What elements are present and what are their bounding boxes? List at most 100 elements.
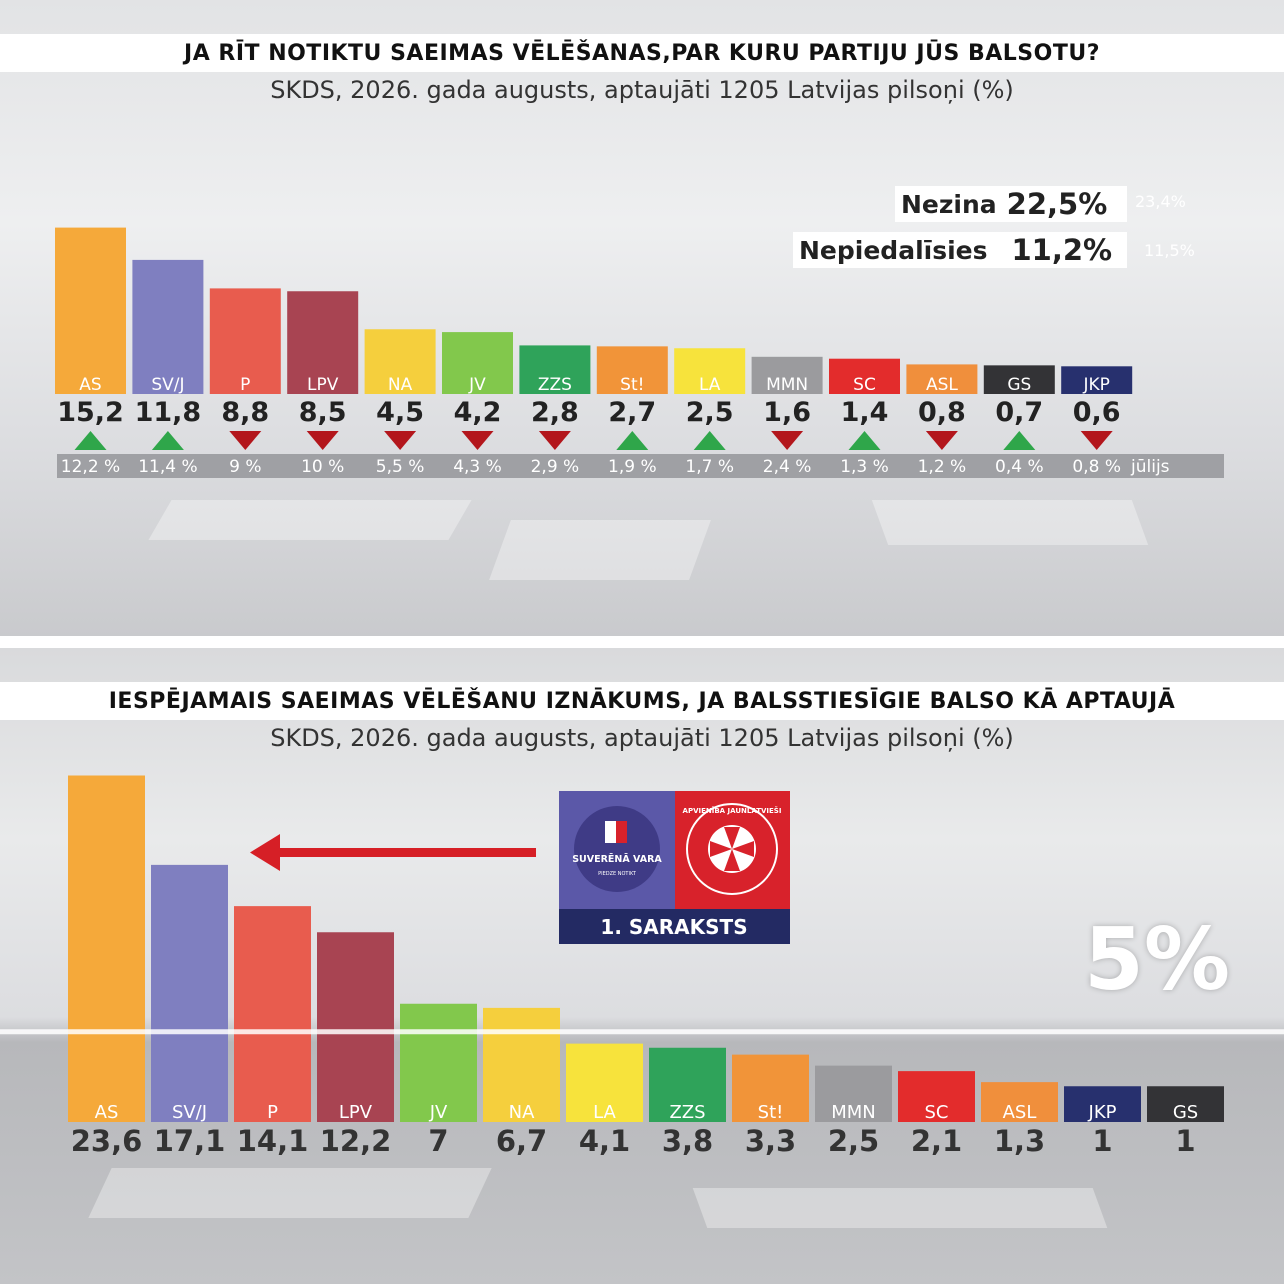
bar-mmn: [815, 1065, 892, 1100]
label-box-sc: [898, 1100, 975, 1122]
label-box-asl: [906, 372, 978, 394]
previous-value-zzs: 2,9 %: [531, 457, 580, 477]
party-label-as: AS: [79, 375, 101, 395]
trend-down-icon: [306, 431, 339, 450]
trend-down-icon: [771, 431, 804, 450]
previous-value-la: 1,7 %: [685, 457, 734, 477]
sovereign-power-logo-subtext: PIEDZE NOTIKT: [598, 871, 637, 877]
party-label-jkp: JKP: [1088, 1102, 1117, 1123]
undecided-value: 22,5%: [1006, 187, 1108, 221]
sovereign-power-logo-text: SUVERĒNĀ VARA: [572, 854, 662, 865]
bar-st: [732, 1054, 809, 1100]
label-box-la: [674, 372, 746, 394]
previous-month-label: jūlijs: [1130, 457, 1170, 477]
label-box-sv-j: [151, 1100, 228, 1122]
previous-value-jkp: 0,8 %: [1072, 457, 1121, 477]
party-label-lpv: LPV: [339, 1102, 373, 1123]
bar-st: [596, 346, 668, 372]
party-label-gs: GS: [1173, 1102, 1198, 1123]
bar-lpv: [317, 932, 394, 1100]
label-box-na: [364, 372, 436, 394]
value-label-sv-j: 17,1: [154, 1124, 226, 1158]
value-label-st: 2,7: [608, 397, 656, 428]
value-label-la: 4,1: [579, 1124, 630, 1158]
party-label-sv-j: SV/J: [172, 1102, 207, 1123]
party-label-p: P: [240, 375, 250, 395]
label-box-p: [209, 372, 281, 394]
party-label-as: AS: [95, 1102, 119, 1123]
nonvoters-label: Nepiedalīsies: [799, 235, 988, 265]
value-label-jkp: 1: [1092, 1124, 1112, 1158]
previous-value-sc: 1,3 %: [840, 457, 889, 477]
projection-panel: IESPĒJAMAIS SAEIMAS VĒLĒŠANU IZNĀKUMS, J…: [0, 648, 1284, 1284]
trend-down-icon: [538, 431, 571, 450]
party-label-la: LA: [699, 375, 721, 395]
bar-p: [209, 288, 281, 372]
party-label-st: St!: [758, 1102, 784, 1123]
party-label-lpv: LPV: [307, 375, 339, 395]
previous-value-as: 12,2 %: [61, 457, 120, 477]
trend-up-icon: [151, 431, 184, 450]
value-label-p: 14,1: [237, 1124, 309, 1158]
bar-zzs: [519, 345, 591, 372]
value-label-zzs: 2,8: [531, 397, 579, 428]
label-box-na: [483, 1100, 560, 1122]
previous-value-mmn: 2,4 %: [763, 457, 812, 477]
value-label-zzs: 3,8: [662, 1124, 713, 1158]
value-label-sc: 1,4: [841, 397, 889, 428]
label-box-st: [596, 372, 668, 394]
trend-down-icon: [384, 431, 417, 450]
bar-na: [483, 1007, 560, 1100]
party-label-na: NA: [388, 375, 413, 395]
value-label-p: 8,8: [221, 397, 269, 428]
label-box-mmn: [815, 1100, 892, 1122]
party-label-zzs: ZZS: [669, 1102, 705, 1123]
value-label-jkp: 0,6: [1073, 397, 1121, 428]
label-box-zzs: [519, 372, 591, 394]
label-box-asl: [981, 1100, 1058, 1122]
party-label-jv: JV: [429, 1102, 448, 1123]
previous-value-st: 1,9 %: [608, 457, 657, 477]
bar-jkp: [1064, 1086, 1141, 1100]
trend-down-icon: [925, 431, 958, 450]
bar-sc: [829, 358, 900, 372]
bar-sv-j: [132, 259, 204, 372]
arrow-shaft: [278, 848, 536, 857]
label-box-jv: [400, 1100, 477, 1122]
label-box-as: [55, 372, 126, 394]
party-label-mmn: MMN: [831, 1102, 876, 1123]
value-label-lpv: 8,5: [299, 397, 347, 428]
projection-title: IESPĒJAMAIS SAEIMAS VĒLĒŠANU IZNĀKUMS, J…: [0, 682, 1284, 720]
party-label-mmn: MMN: [766, 375, 808, 395]
party-label-jv: JV: [468, 375, 486, 395]
previous-value-gs: 0,4 %: [995, 457, 1044, 477]
undecided-label: Nezina: [901, 189, 997, 219]
label-box-sc: [829, 372, 900, 394]
label-box-as: [68, 1100, 145, 1122]
party-label-st: St!: [620, 375, 644, 395]
bar-zzs: [649, 1047, 726, 1100]
bar-lpv: [287, 291, 359, 372]
trend-up-icon: [1003, 431, 1036, 450]
value-label-na: 4,5: [376, 397, 424, 428]
label-box-p: [234, 1100, 311, 1122]
label-box-sv-j: [132, 372, 204, 394]
threshold-label: 5%: [1084, 910, 1231, 1010]
bar-asl: [906, 364, 978, 372]
label-box-jv: [442, 372, 513, 394]
label-box-gs: [983, 372, 1055, 394]
party-label-sc: SC: [853, 375, 876, 395]
bar-p: [234, 906, 311, 1100]
bar-jv: [442, 332, 513, 372]
poll-title: JA RĪT NOTIKTU SAEIMAS VĒLĒŠANAS,PAR KUR…: [0, 34, 1284, 72]
label-box-gs: [1147, 1100, 1224, 1122]
trend-down-icon: [461, 431, 494, 450]
previous-value-sv-j: 11,4 %: [138, 457, 197, 477]
value-label-mmn: 1,6: [763, 397, 811, 428]
list-card: SUVERĒNĀ VARA PIEDZE NOTIKT APVIENĪBA JA…: [559, 791, 790, 944]
previous-month-strip: [57, 454, 1224, 478]
party-label-sc: SC: [925, 1102, 949, 1123]
label-box-jkp: [1064, 1100, 1141, 1122]
value-label-gs: 1: [1175, 1124, 1195, 1158]
